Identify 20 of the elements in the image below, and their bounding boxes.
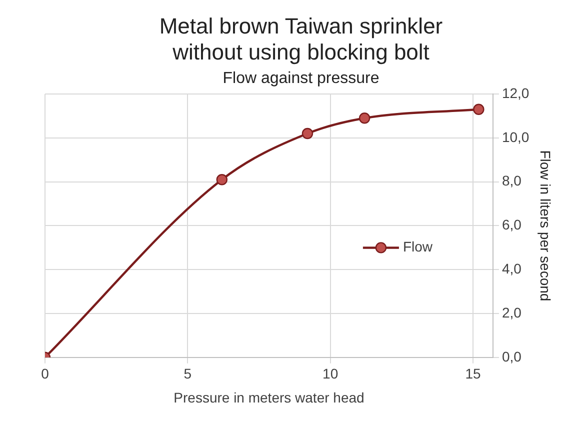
- y-tick-label: 10,0: [502, 128, 530, 145]
- x-tick-label: 15: [465, 366, 481, 382]
- point: [473, 104, 484, 115]
- x-tick-label: 10: [322, 366, 338, 382]
- x-tick-label: 5: [184, 366, 192, 382]
- y-tick-label: 12,0: [502, 84, 530, 101]
- y-axis-title: Flow in liters per second: [538, 150, 554, 302]
- y-tick-label: 4,0: [502, 260, 522, 276]
- y-tick-label: 2,0: [502, 304, 522, 320]
- point: [358, 112, 370, 124]
- chart-subtitle: Flow against pressure: [222, 70, 380, 87]
- x-axis-title: Pressure in meters water head: [174, 389, 364, 406]
- point: [302, 128, 314, 140]
- x-tick-label: 0: [41, 366, 50, 382]
- y-tick-label: 8,0: [502, 172, 522, 189]
- point: [216, 174, 228, 186]
- chart-title: Metal brown Taiwan sprinkler without using blocking bolt: [159, 13, 443, 65]
- y-tick-label: 0,0: [502, 348, 522, 364]
- y-tick-label: 6,0: [502, 216, 522, 233]
- legend-label: Flow: [402, 238, 434, 255]
